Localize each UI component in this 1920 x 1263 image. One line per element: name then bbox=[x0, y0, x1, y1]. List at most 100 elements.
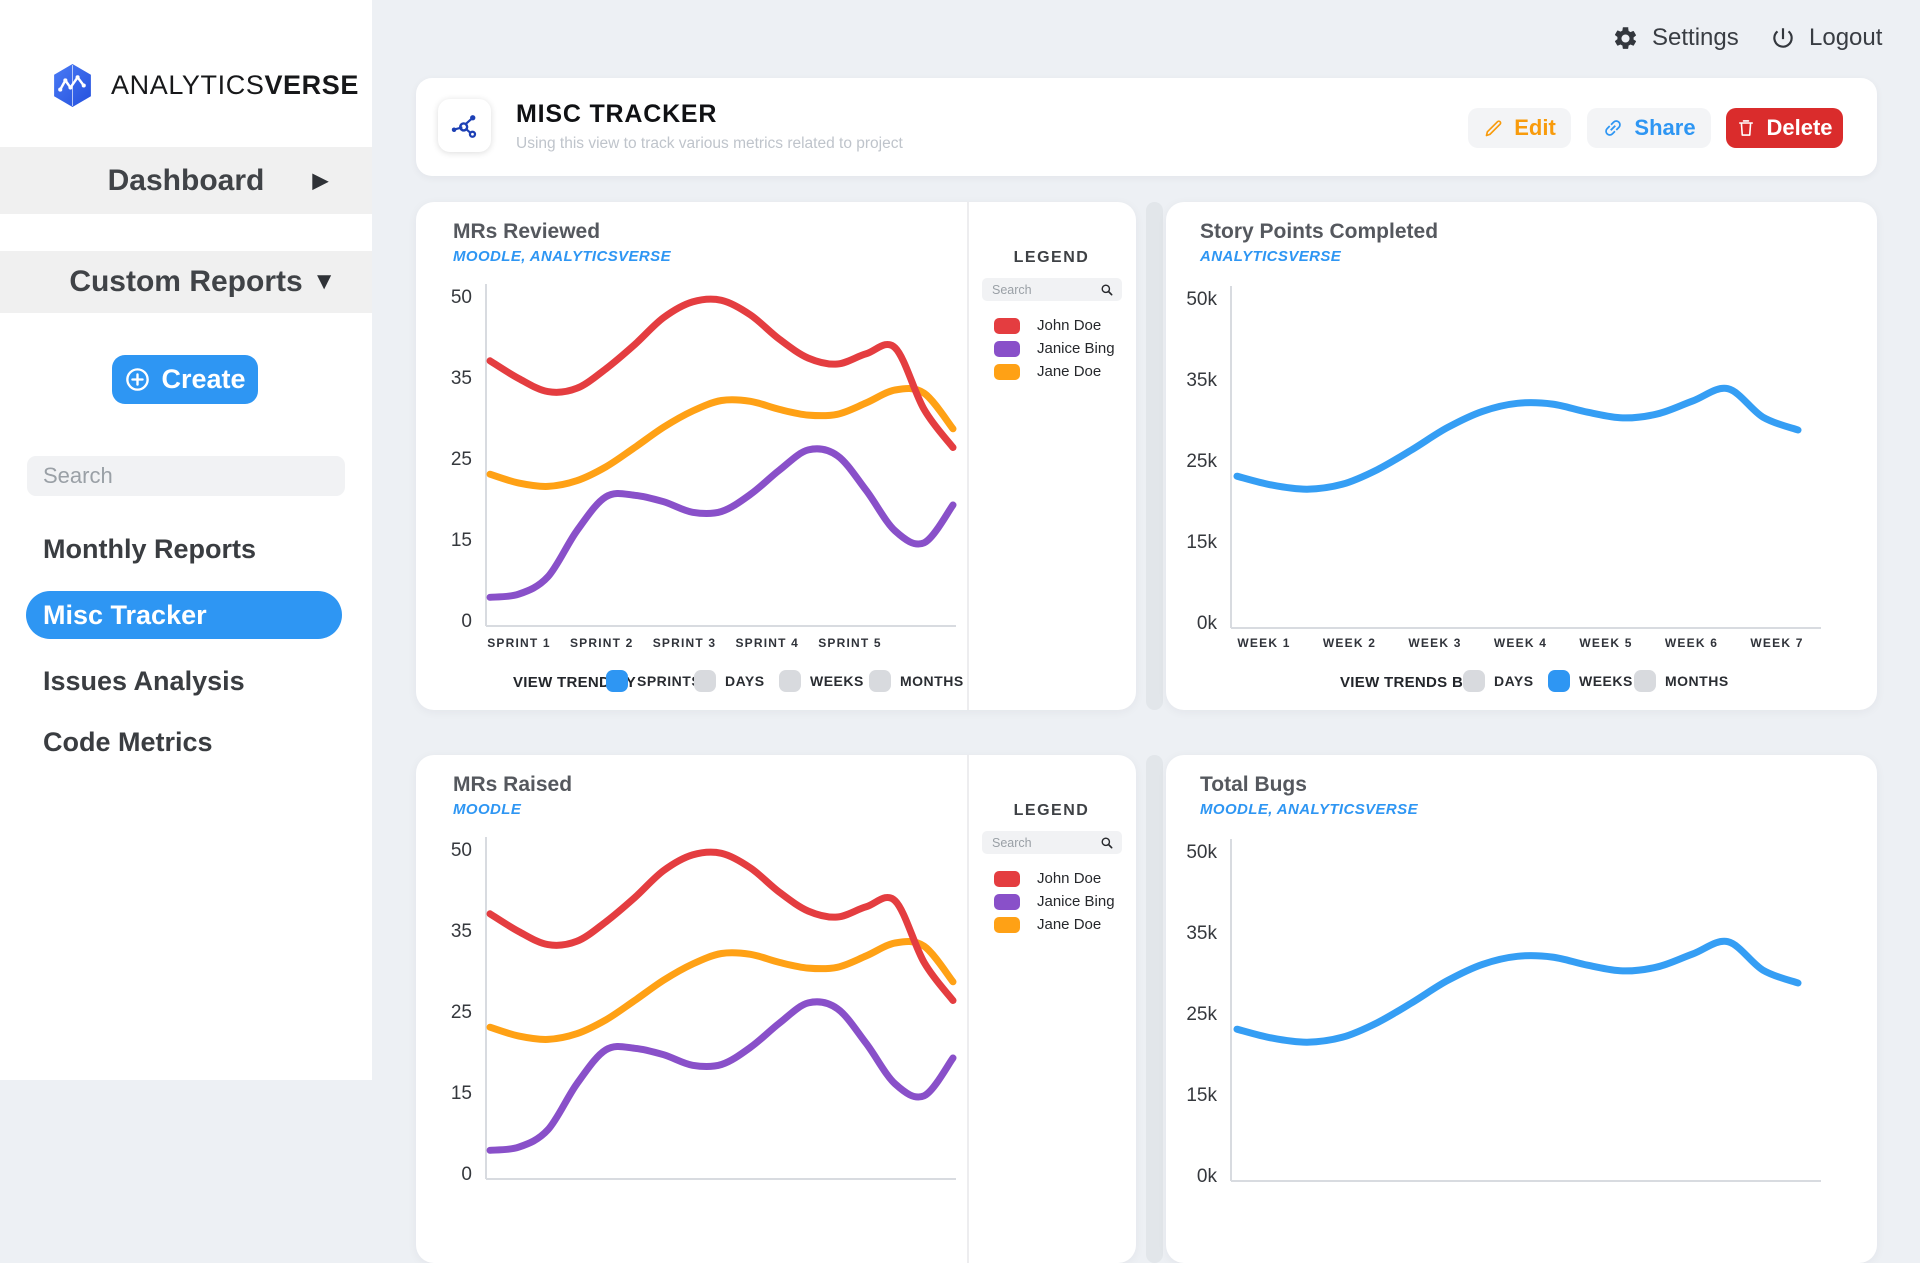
menu-item-label: Code Metrics bbox=[43, 726, 213, 757]
series-swatch bbox=[994, 870, 1020, 887]
svg-text:25k: 25k bbox=[1186, 451, 1217, 472]
trend-option-days[interactable]: DAYS bbox=[1463, 670, 1534, 692]
logout-button[interactable]: Logout bbox=[1770, 24, 1882, 52]
logout-label: Logout bbox=[1809, 24, 1883, 51]
scroll-strip[interactable] bbox=[1146, 755, 1163, 1263]
svg-text:SPRINT 2: SPRINT 2 bbox=[570, 636, 634, 650]
svg-text:WEEK 3: WEEK 3 bbox=[1408, 636, 1461, 650]
svg-text:WEEK 7: WEEK 7 bbox=[1750, 636, 1803, 650]
legend-search-input[interactable] bbox=[990, 281, 1094, 298]
svg-text:WEEK 2: WEEK 2 bbox=[1323, 636, 1376, 650]
trend-option-months[interactable]: MONTHS bbox=[1634, 670, 1729, 692]
chart-title: Total Bugs bbox=[1200, 773, 1307, 796]
checkbox-icon[interactable] bbox=[1463, 670, 1485, 692]
share-label: Share bbox=[1634, 115, 1696, 140]
dashboard-label: Dashboard bbox=[107, 163, 265, 197]
trend-option-days[interactable]: DAYS bbox=[694, 670, 765, 692]
logo-icon bbox=[54, 64, 91, 107]
svg-text:SPRINT 3: SPRINT 3 bbox=[653, 636, 717, 650]
svg-text:25: 25 bbox=[451, 1002, 472, 1023]
svg-text:15k: 15k bbox=[1186, 1085, 1217, 1106]
svg-text:WEEK 4: WEEK 4 bbox=[1494, 636, 1547, 650]
scroll-strip[interactable] bbox=[1146, 202, 1163, 710]
checkbox-icon[interactable] bbox=[779, 670, 801, 692]
brand-name: ANALYTICSVERSE bbox=[111, 70, 359, 100]
create-button[interactable]: Create bbox=[112, 355, 258, 404]
trend-option-months[interactable]: MONTHS bbox=[869, 670, 964, 692]
svg-text:15: 15 bbox=[451, 530, 472, 551]
mrs-raised-card: MRs Raised MOODLE 0 15 25 35 50 LEGEND John … bbox=[416, 755, 1136, 1263]
legend-item-jane-doe[interactable]: Jane Doe bbox=[994, 360, 1115, 383]
legend-search bbox=[982, 831, 1122, 854]
sidebar-item-issues-analysis[interactable]: Issues Analysis bbox=[26, 657, 342, 705]
series-swatch bbox=[994, 317, 1020, 334]
svg-text:15k: 15k bbox=[1186, 532, 1217, 553]
legend-item-janice-bing[interactable]: Janice Bing bbox=[994, 337, 1115, 360]
sidebar-item-custom-reports[interactable]: Custom Reports ▼ bbox=[0, 251, 372, 313]
svg-text:50k: 50k bbox=[1186, 842, 1217, 863]
sidebar-search bbox=[27, 456, 345, 496]
story-points-card: Story Points Completed ANALYTICSVERSE 0k… bbox=[1166, 202, 1877, 710]
svg-text:SPRINT 5: SPRINT 5 bbox=[818, 636, 882, 650]
trend-option-sprints[interactable]: SPRINTS bbox=[606, 670, 701, 692]
logo: ANALYTICSVERSE bbox=[49, 62, 359, 109]
sidebar-item-dashboard[interactable]: Dashboard ▶ bbox=[0, 147, 372, 214]
legend-item-john-doe[interactable]: John Doe bbox=[994, 867, 1115, 890]
chart-title: Story Points Completed bbox=[1200, 220, 1439, 243]
menu-item-label: Misc Tracker bbox=[43, 599, 207, 630]
legend-search-input[interactable] bbox=[990, 834, 1094, 851]
network-icon bbox=[451, 114, 476, 138]
series-swatch bbox=[994, 916, 1020, 933]
settings-label: Settings bbox=[1652, 24, 1739, 51]
svg-text:WEEK 5: WEEK 5 bbox=[1579, 636, 1632, 650]
trend-option-weeks[interactable]: WEEKS bbox=[1548, 670, 1633, 692]
svg-text:0: 0 bbox=[461, 1164, 472, 1185]
trend-option-weeks[interactable]: WEEKS bbox=[779, 670, 864, 692]
sidebar-item-monthly-reports[interactable]: Monthly Reports bbox=[26, 525, 342, 573]
share-button[interactable]: Share bbox=[1587, 108, 1711, 148]
chevron-down-icon: ▼ bbox=[312, 268, 336, 295]
legend-item-john-doe[interactable]: John Doe bbox=[994, 314, 1115, 337]
series-swatch bbox=[994, 893, 1020, 910]
svg-text:35: 35 bbox=[451, 368, 472, 389]
legend-items: John Doe Janice Bing Jane Doe bbox=[994, 867, 1115, 936]
mrs-reviewed-card: MRs Reviewed MOODLE, ANALYTICSVERSE 0 15 2… bbox=[416, 202, 1136, 710]
series-swatch bbox=[994, 340, 1020, 357]
sidebar: ANALYTICSVERSE Dashboard ▶ Custom Report… bbox=[0, 0, 372, 1080]
page-header-card: MISC TRACKER Using this view to track va… bbox=[416, 78, 1877, 176]
legend-item-jane-doe[interactable]: Jane Doe bbox=[994, 913, 1115, 936]
view-trend-label: VIEW TREND BY bbox=[513, 674, 637, 691]
plus-circle-icon bbox=[126, 368, 150, 391]
checkbox-icon[interactable] bbox=[1634, 670, 1656, 692]
svg-text:50: 50 bbox=[451, 287, 472, 308]
svg-text:25k: 25k bbox=[1186, 1004, 1217, 1025]
chart-subtitle: MOODLE, ANALYTICSVERSE bbox=[453, 248, 671, 265]
page-subtitle: Using this view to track various metrics… bbox=[516, 135, 903, 152]
custom-reports-label: Custom Reports bbox=[69, 265, 303, 298]
sidebar-search-input[interactable] bbox=[41, 462, 333, 490]
checkbox-icon[interactable] bbox=[1548, 670, 1570, 692]
svg-text:35: 35 bbox=[451, 921, 472, 942]
gear-icon bbox=[1614, 26, 1637, 49]
chart-title: MRs Raised bbox=[453, 773, 573, 796]
legend-title: LEGEND bbox=[1013, 249, 1090, 266]
legend-item-janice-bing[interactable]: Janice Bing bbox=[994, 890, 1115, 913]
menu-item-label: Monthly Reports bbox=[43, 533, 256, 564]
svg-text:SPRINT 1: SPRINT 1 bbox=[487, 636, 551, 650]
link-icon bbox=[1605, 120, 1622, 136]
edit-button[interactable]: Edit bbox=[1468, 108, 1571, 148]
svg-text:35k: 35k bbox=[1186, 370, 1217, 391]
checkbox-icon[interactable] bbox=[694, 670, 716, 692]
sidebar-item-code-metrics[interactable]: Code Metrics bbox=[26, 718, 342, 766]
svg-text:WEEK 6: WEEK 6 bbox=[1665, 636, 1718, 650]
chart-subtitle: ANALYTICSVERSE bbox=[1200, 248, 1342, 265]
sidebar-item-misc-tracker[interactable]: Misc Tracker bbox=[26, 591, 342, 639]
settings-button[interactable]: Settings bbox=[1612, 24, 1739, 52]
svg-text:WEEK 1: WEEK 1 bbox=[1237, 636, 1290, 650]
checkbox-icon[interactable] bbox=[869, 670, 891, 692]
svg-text:0: 0 bbox=[461, 611, 472, 632]
delete-button[interactable]: Delete bbox=[1726, 108, 1843, 148]
svg-text:15: 15 bbox=[451, 1083, 472, 1104]
svg-text:25: 25 bbox=[451, 449, 472, 470]
checkbox-icon[interactable] bbox=[606, 670, 628, 692]
